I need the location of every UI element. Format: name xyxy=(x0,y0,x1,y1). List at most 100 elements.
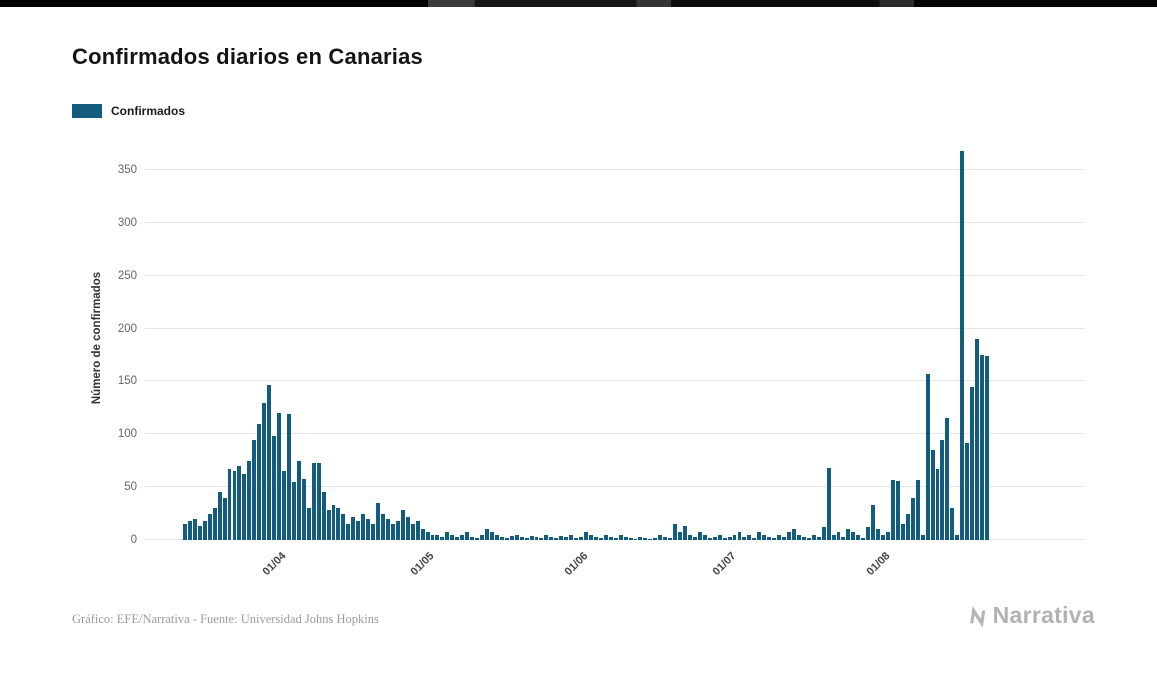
bar-20-03 xyxy=(217,492,222,540)
bar-13-08 xyxy=(940,439,945,540)
bar-27-06 xyxy=(707,537,712,540)
bar-21-06 xyxy=(678,531,683,540)
bar-11-05 xyxy=(475,537,480,540)
bar-15-03 xyxy=(192,518,197,540)
bar-14-04 xyxy=(341,513,346,540)
bar-09-06 xyxy=(618,534,623,540)
bar-26-06 xyxy=(702,534,707,540)
bar-06-08 xyxy=(905,513,910,540)
bar-09-07 xyxy=(767,536,772,540)
bar-20-07 xyxy=(821,527,826,540)
bar-28-07 xyxy=(861,537,866,540)
brand-name: Narrativa xyxy=(992,602,1095,628)
bar-26-04 xyxy=(400,510,405,540)
bar-30-04 xyxy=(420,529,425,540)
bar-28-06 xyxy=(712,536,717,540)
bar-23-03 xyxy=(232,471,237,540)
bar-22-06 xyxy=(683,526,687,540)
bar-03-06 xyxy=(588,534,593,540)
bar-20-04 xyxy=(371,524,376,540)
bar-15-05 xyxy=(494,534,499,540)
bar-29-05 xyxy=(564,536,569,540)
bar-12-05 xyxy=(480,534,484,540)
bar-18-03 xyxy=(207,513,212,540)
chart-title: Confirmados diarios en Canarias xyxy=(72,44,423,69)
bar-01-06 xyxy=(579,536,583,540)
bar-17-04 xyxy=(356,520,361,540)
bar-04-08 xyxy=(895,480,900,540)
bar-29-06 xyxy=(717,534,722,540)
bar-13-07 xyxy=(787,531,791,540)
bar-16-08 xyxy=(955,534,960,540)
bar-18-05 xyxy=(509,535,514,540)
bar-03-04 xyxy=(286,414,291,540)
bar-29-03 xyxy=(262,402,267,540)
bar-23-04 xyxy=(385,518,390,540)
x-tick-label: 01/06 xyxy=(562,550,591,578)
bar-02-06 xyxy=(584,531,588,540)
bar-19-04 xyxy=(366,518,371,540)
bar-31-03 xyxy=(272,436,277,540)
bar-31-07 xyxy=(876,529,881,540)
bar-30-07 xyxy=(871,505,876,540)
bar-10-06 xyxy=(623,536,628,540)
legend: Confirmados xyxy=(72,104,185,118)
bar-25-06 xyxy=(697,531,702,540)
y-tick-label: 0 xyxy=(130,534,137,546)
gridline xyxy=(145,221,1085,223)
bar-07-08 xyxy=(910,497,915,540)
bar-14-06 xyxy=(643,537,648,540)
bar-25-05 xyxy=(544,534,549,540)
bar-15-04 xyxy=(346,524,351,540)
bar-15-07 xyxy=(796,534,801,540)
bar-04-05 xyxy=(440,536,445,540)
footer-source: Gráfico: EFE/Narrativa - Fuente: Univers… xyxy=(72,612,379,626)
bar-15-08 xyxy=(950,508,955,540)
gridline xyxy=(145,274,1085,276)
bar-23-05 xyxy=(534,536,539,540)
bar-14-08 xyxy=(945,418,950,540)
bar-07-05 xyxy=(455,536,460,540)
bar-16-07 xyxy=(801,536,806,540)
bar-14-03 xyxy=(187,520,192,540)
bar-21-04 xyxy=(376,503,381,540)
y-tick-label: 100 xyxy=(117,428,137,441)
bar-22-08 xyxy=(985,356,989,540)
top-strip xyxy=(0,0,1157,7)
bar-31-05 xyxy=(574,537,579,540)
bar-18-06 xyxy=(663,536,668,540)
bar-17-03 xyxy=(202,520,207,540)
x-tick-label: 01/08 xyxy=(864,550,893,578)
y-tick-label: 300 xyxy=(117,216,137,229)
bar-17-07 xyxy=(806,537,811,540)
gridline xyxy=(145,380,1085,382)
bar-22-07 xyxy=(831,534,836,540)
bar-24-03 xyxy=(237,466,242,540)
bar-13-03 xyxy=(183,524,187,540)
y-tick-label: 50 xyxy=(124,481,137,494)
bar-16-04 xyxy=(351,516,356,540)
bar-08-05 xyxy=(460,534,465,540)
y-tick-label: 250 xyxy=(117,269,137,282)
bar-02-05 xyxy=(430,534,435,540)
bar-26-03 xyxy=(247,460,252,540)
bar-17-05 xyxy=(504,537,509,540)
bar-22-03 xyxy=(227,469,232,540)
bar-23-06 xyxy=(687,534,692,540)
bar-03-05 xyxy=(435,534,440,540)
x-tick-label: 01/05 xyxy=(408,550,437,578)
y-axis-ticks: 0 50 100 150 200 250 300 350 xyxy=(95,148,137,546)
plot-area: 01/04 01/05 01/06 01/07 01/08 xyxy=(145,148,1085,578)
bar-21-07 xyxy=(826,468,831,540)
bar-28-03 xyxy=(257,423,262,540)
bar-18-04 xyxy=(361,513,366,540)
bar-05-08 xyxy=(900,524,905,540)
bar-16-05 xyxy=(499,536,504,540)
bar-09-08 xyxy=(920,534,925,540)
bar-13-04 xyxy=(336,508,341,540)
bar-20-06 xyxy=(673,524,678,540)
bar-22-05 xyxy=(529,535,534,540)
y-tick-label: 200 xyxy=(117,322,137,335)
bar-30-03 xyxy=(267,384,272,540)
